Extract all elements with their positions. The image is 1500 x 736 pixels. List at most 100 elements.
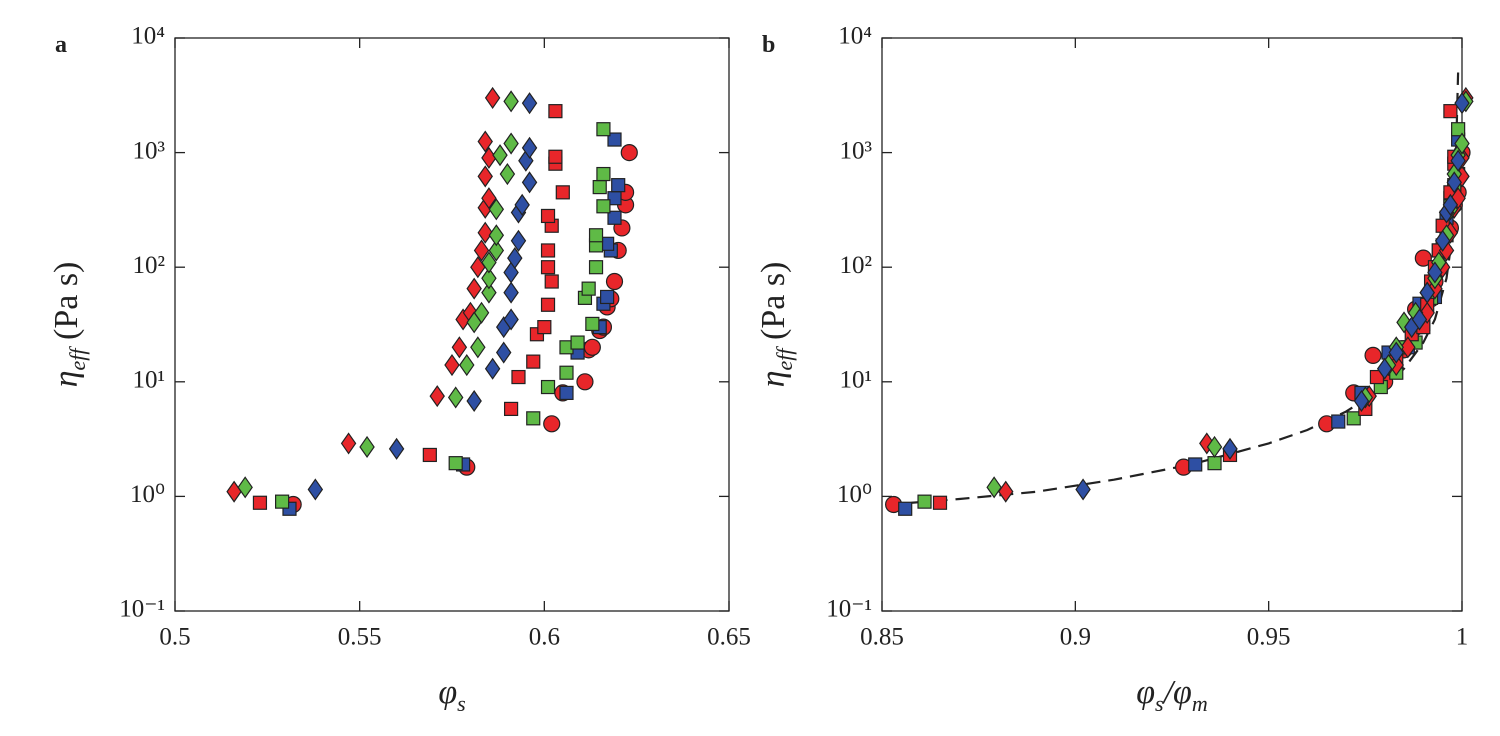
diamond-marker — [226, 480, 242, 503]
square-marker — [548, 104, 563, 119]
fit-line — [889, 72, 1460, 506]
square-marker — [581, 281, 596, 296]
diamond-marker — [484, 86, 501, 109]
diamond-marker — [477, 165, 493, 188]
diamond-marker — [1434, 229, 1451, 252]
label-part: s — [1155, 691, 1164, 716]
diamond-marker — [488, 239, 505, 262]
diamond-marker — [514, 193, 530, 216]
circle-marker — [1364, 346, 1382, 364]
label-part: η — [48, 371, 85, 388]
circle-marker — [543, 415, 561, 433]
diamond-marker — [429, 385, 445, 408]
x-tick-label: 0.55 — [338, 624, 382, 651]
diamond-marker — [1442, 193, 1459, 216]
panel-label: b — [762, 32, 775, 58]
diamond-marker — [481, 251, 497, 274]
square-marker — [1188, 457, 1203, 472]
diamond-marker — [481, 146, 497, 169]
diamond-marker — [488, 224, 505, 247]
square-marker — [600, 289, 615, 305]
square-marker — [511, 369, 526, 385]
y-tick-label: 10⁰ — [837, 481, 872, 508]
x-tick-label: 1 — [1456, 624, 1469, 651]
diamond-marker — [1454, 92, 1470, 115]
label-part: η — [755, 371, 792, 388]
y-tick-label: 10⁰ — [130, 481, 165, 508]
diamond-marker — [388, 437, 405, 460]
diamond-marker — [466, 389, 482, 413]
circle-marker — [583, 338, 601, 356]
diamond-marker — [495, 341, 512, 364]
diamond-marker — [1353, 389, 1370, 413]
diamond-marker — [1400, 336, 1416, 359]
diamond-marker — [1427, 261, 1443, 284]
diamond-marker — [359, 435, 375, 459]
square-marker — [559, 365, 574, 380]
circle-marker — [576, 373, 594, 391]
x-tick-label: 0.85 — [860, 624, 904, 651]
diamond-marker — [307, 478, 324, 501]
diamond-marker — [237, 476, 253, 499]
square-marker — [1331, 414, 1346, 429]
y-tick-label: 10⁻¹ — [119, 596, 165, 623]
square-marker — [592, 179, 607, 195]
diamond-marker — [503, 281, 519, 304]
diamond-marker — [340, 432, 357, 455]
label-part: (Pa s) — [48, 262, 85, 349]
diamond-marker — [481, 267, 497, 290]
diamond-marker — [470, 336, 486, 359]
square-marker — [275, 494, 290, 509]
diamond-marker — [1388, 341, 1404, 364]
diamond-marker — [507, 247, 523, 270]
diamond-marker — [1411, 308, 1428, 331]
square-marker — [898, 501, 913, 516]
square-marker — [544, 274, 559, 289]
x-tick-label: 0.65 — [707, 624, 751, 651]
y-tick-label: 10³ — [133, 137, 166, 164]
label-part: φ — [438, 674, 457, 711]
square-marker — [570, 335, 585, 350]
square-marker — [422, 447, 437, 463]
x-tick-label: 0.5 — [159, 624, 190, 651]
circle-marker — [605, 272, 624, 291]
square-marker — [526, 411, 541, 426]
y-axis-label: ηeff (Pa s) — [755, 262, 797, 388]
y-tick-label: 10⁴ — [131, 23, 165, 50]
diamond-marker — [466, 277, 482, 300]
label-part: s — [457, 691, 466, 716]
diamond-marker — [998, 480, 1014, 503]
diamond-marker — [510, 229, 527, 252]
diamond-marker — [477, 221, 493, 244]
diamond-marker — [1454, 132, 1470, 155]
square-marker — [607, 132, 622, 147]
y-tick-label: 10⁴ — [838, 23, 872, 50]
diamond-marker — [1222, 437, 1238, 460]
y-tick-label: 10² — [133, 252, 166, 279]
diamond-marker — [986, 476, 1002, 499]
x-tick-label: 0.6 — [529, 624, 560, 651]
square-marker — [1346, 411, 1361, 426]
square-marker — [526, 354, 541, 369]
square-marker — [588, 228, 604, 243]
square-marker — [932, 495, 948, 510]
x-axis-label: φs — [438, 674, 465, 716]
diamond-marker — [1206, 435, 1223, 459]
y-tick-label: 10¹ — [840, 367, 873, 394]
x-axis-label: φs/φm — [1136, 674, 1208, 716]
diamond-marker — [477, 130, 493, 153]
diamond-marker — [488, 198, 505, 221]
square-marker — [1451, 122, 1466, 137]
y-tick-label: 10¹ — [133, 367, 166, 394]
diamond-marker — [473, 239, 490, 262]
label-part: (Pa s) — [755, 262, 792, 349]
diamond-marker — [481, 187, 497, 210]
y-tick-label: 10³ — [840, 137, 873, 164]
x-tick-label: 0.95 — [1247, 624, 1291, 651]
diamond-marker — [503, 90, 519, 113]
diamond-marker — [444, 354, 460, 377]
diamond-marker — [1450, 149, 1466, 172]
square-marker — [917, 494, 932, 509]
y-tick-label: 10⁻¹ — [826, 596, 872, 623]
